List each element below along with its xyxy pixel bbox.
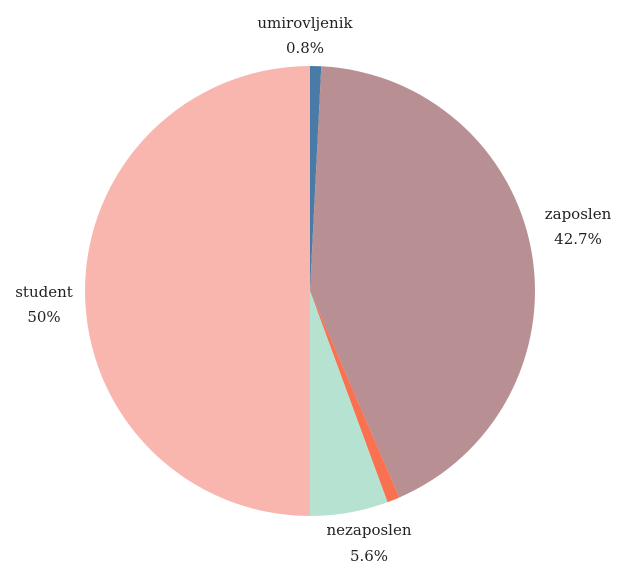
pie-slice-umirovljenik — [310, 66, 322, 291]
pie-slice-segment-2 — [310, 291, 400, 503]
slice-label-student: student — [15, 283, 73, 301]
slice-value-umirovljenik: 0.8% — [286, 39, 324, 57]
slice-label-zaposlen: zaposlen — [545, 205, 612, 223]
slice-label-umirovljenik: umirovljenik — [257, 14, 353, 32]
slice-value-nezaposlen: 5.6% — [350, 547, 388, 565]
pie-slice-zaposlen — [310, 66, 535, 498]
pie-slices — [85, 66, 535, 516]
slice-label-nezaposlen: nezaposlen — [326, 521, 411, 539]
pie-slice-nezaposlen — [310, 291, 388, 516]
slice-value-student: 50% — [27, 308, 60, 326]
pie-slice-student — [85, 66, 310, 516]
slice-value-zaposlen: 42.7% — [554, 230, 602, 248]
